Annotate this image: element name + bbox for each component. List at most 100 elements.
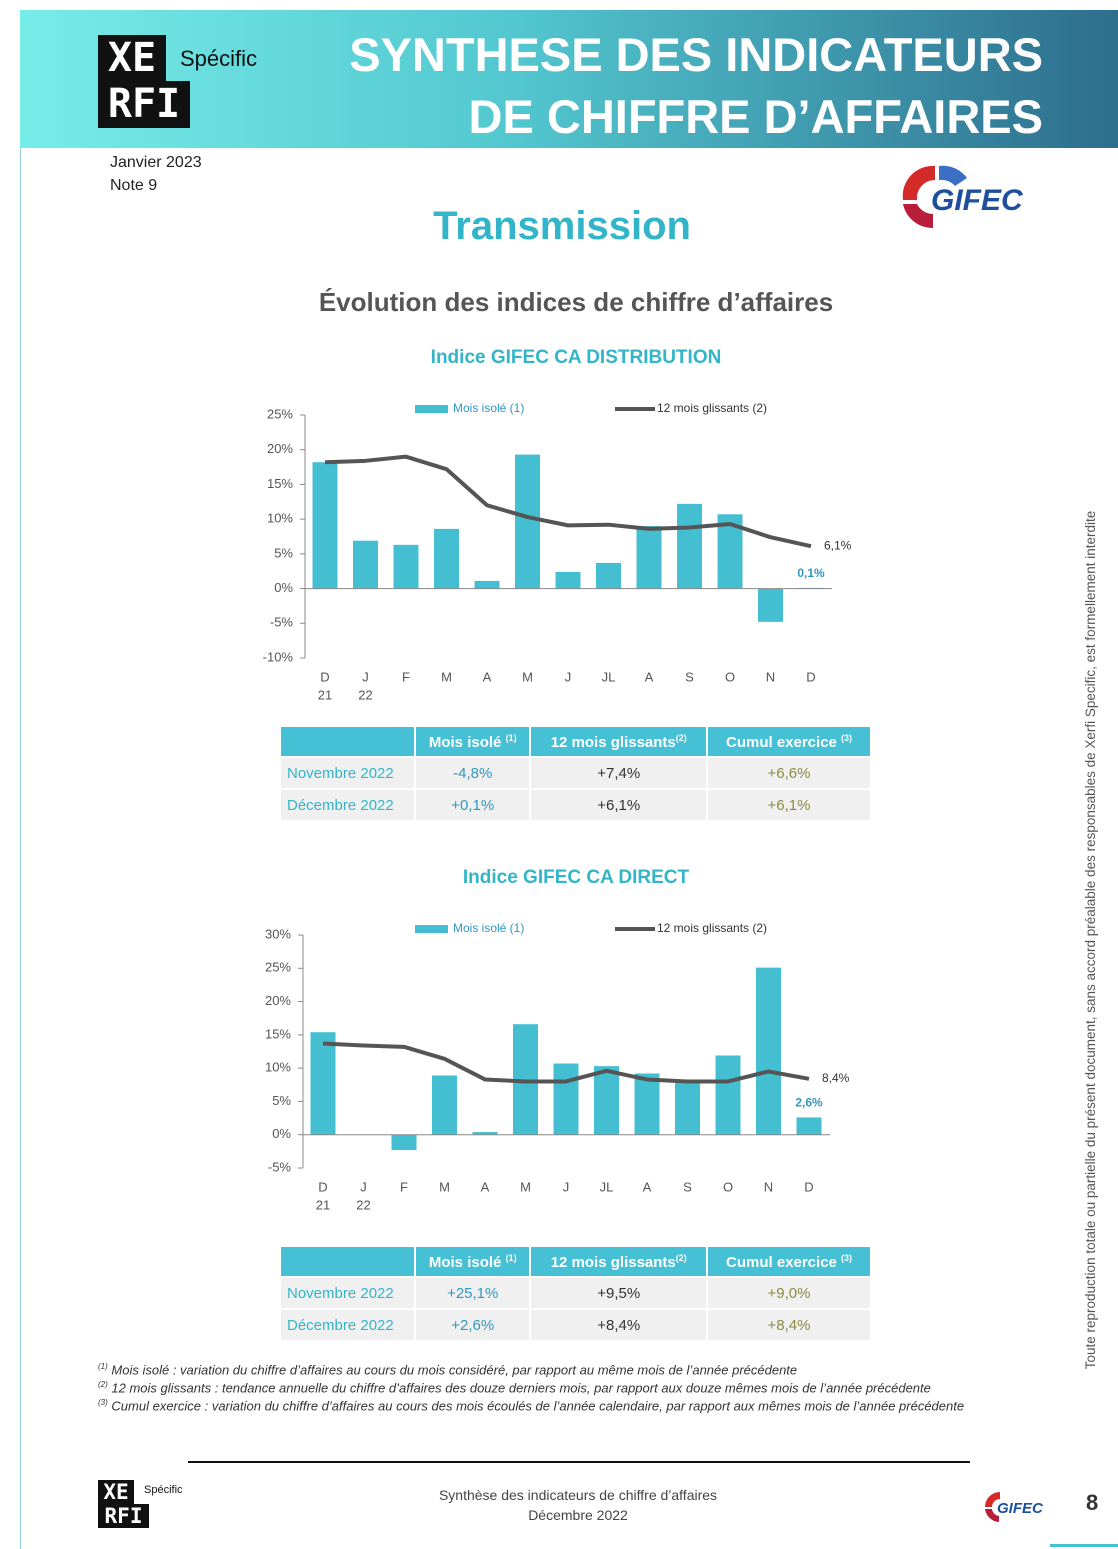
cell: +8,4% (531, 1310, 707, 1340)
header-cell: 12 mois glissants(2) (531, 1247, 707, 1276)
bar (472, 1132, 498, 1135)
footer-rule (188, 1461, 970, 1463)
partner-name: GIFEC (997, 1500, 1044, 1517)
legend-label: Mois isolé (1) (453, 921, 524, 935)
bar (515, 454, 540, 589)
y-tick-label: 20% (267, 441, 293, 456)
y-tick-label: 5% (272, 1093, 291, 1108)
cell: +25,1% (416, 1278, 530, 1308)
table-header: Mois isolé (1) 12 mois glissants(2) Cumu… (281, 1247, 870, 1276)
footer-partner-logo: GIFEC (985, 1492, 1044, 1522)
cell: +8,4% (708, 1310, 870, 1340)
y-tick-label: 10% (267, 511, 293, 526)
section-title: Transmission (433, 204, 691, 248)
x-tick-label: O (723, 1179, 733, 1194)
bar (553, 1063, 579, 1135)
x-tick-label: J (360, 1179, 367, 1194)
bar (596, 562, 621, 589)
x-tick-label: J (362, 669, 369, 684)
cell: +6,6% (708, 758, 870, 788)
x-tick-year: 22 (356, 1197, 370, 1212)
footer-logo-tag: Spécific (144, 1484, 183, 1496)
table-row: Novembre 2022 -4,8% +7,4% +6,6% (281, 758, 870, 788)
cell: +6,1% (708, 790, 870, 820)
blank-cell (281, 727, 414, 756)
line (324, 454, 812, 549)
x-tick-label: A (643, 1179, 652, 1194)
x-tick-label: O (725, 669, 735, 684)
x-tick-year: 21 (318, 687, 332, 702)
x-tick-label: N (764, 1179, 773, 1194)
y-tick-label: 10% (265, 1060, 291, 1075)
x-tick-label: S (683, 1179, 692, 1194)
logo-arc (903, 204, 933, 229)
partner-name: GIFEC (931, 184, 1024, 217)
bar (434, 528, 459, 589)
legend-swatch (415, 925, 448, 933)
y-tick-label: 15% (267, 476, 293, 491)
footer-line: Décembre 2022 (528, 1507, 628, 1523)
chart-title: Indice GIFEC CA DISTRIBUTION (431, 347, 722, 368)
note-number: Note 9 (110, 177, 158, 194)
logo-bottom: RFI (98, 81, 190, 128)
cell: +2,6% (416, 1310, 530, 1340)
bar (555, 571, 581, 589)
y-tick-label: 5% (274, 545, 293, 560)
bar (675, 1082, 700, 1135)
y-tick-label: 20% (265, 993, 291, 1008)
footnote: (3) Cumul exercice : variation du chiffr… (98, 1398, 965, 1414)
y-tick-label: 25% (265, 960, 291, 975)
legend-swatch (415, 405, 448, 413)
table: Mois isolé (1) 12 mois glissants(2) Cumu… (279, 1245, 872, 1342)
header-cell: Mois isolé (1) (416, 1247, 530, 1276)
left-rule (20, 148, 21, 1549)
x-tick-label: F (400, 1179, 408, 1194)
x-tick-label: D (318, 1179, 327, 1194)
x-tick-label: M (520, 1179, 531, 1194)
x-tick-label: A (483, 669, 492, 684)
y-tick-label: -5% (268, 1159, 292, 1174)
y-tick-label: 0% (272, 1126, 291, 1141)
footnote: (1) Mois isolé : variation du chiffre d’… (98, 1362, 798, 1378)
x-tick-year: 22 (358, 687, 372, 702)
logo-arc (939, 165, 967, 186)
bar (796, 1117, 822, 1135)
bar (474, 580, 500, 589)
x-tick-label: JL (602, 669, 616, 684)
x-tick-label: F (402, 669, 410, 684)
bar (715, 1055, 741, 1135)
cell: Décembre 2022 (281, 790, 414, 820)
bar (391, 1134, 417, 1151)
bar-value-label: 2,6% (795, 1096, 823, 1110)
bar (432, 1075, 457, 1135)
y-tick-label: 25% (267, 406, 293, 421)
title-line: SYNTHESE DES INDICATEURS (349, 28, 1043, 81)
table: Mois isolé (1) 12 mois glissants(2) Cumu… (279, 725, 872, 822)
date: Janvier 2023 (110, 154, 202, 171)
line-value-label: 8,4% (822, 1071, 850, 1085)
logo-arc (985, 1509, 999, 1522)
bar (594, 1066, 619, 1135)
x-tick-label: M (439, 1179, 450, 1194)
header-cell: Mois isolé (1) (416, 727, 530, 756)
footnote: (2) 12 mois glissants : tendance annuell… (98, 1380, 931, 1396)
cell: Novembre 2022 (281, 758, 414, 788)
bar (353, 540, 378, 589)
logo-top: XE (98, 35, 166, 81)
x-tick-label: A (481, 1179, 490, 1194)
y-tick-label: 30% (265, 926, 291, 941)
cell: Décembre 2022 (281, 1310, 414, 1340)
y-tick-label: 0% (274, 580, 293, 595)
side-text: Toute reproduction totale ou partielle d… (1083, 510, 1098, 1370)
bar (393, 544, 419, 589)
table-header: Mois isolé (1) 12 mois glissants(2) Cumu… (281, 727, 870, 756)
x-tick-label: D (320, 669, 329, 684)
logo-arc (985, 1492, 1000, 1507)
legend-label: 12 mois glissants (2) (657, 401, 767, 415)
partner-logo: GIFEC (902, 165, 1024, 229)
cell: +9,5% (531, 1278, 707, 1308)
bar (636, 526, 662, 589)
subtitle: Évolution des indices de chiffre d’affai… (318, 287, 834, 317)
